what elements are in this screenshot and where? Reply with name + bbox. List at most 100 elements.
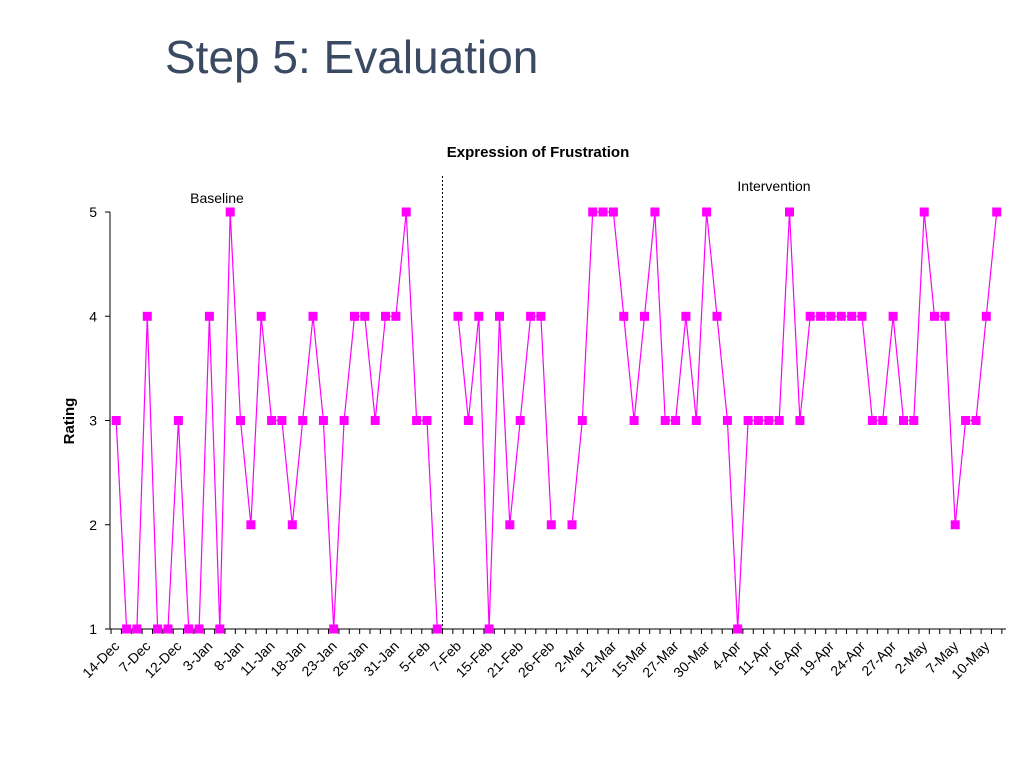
data-point-marker	[360, 311, 370, 321]
data-point-marker	[826, 311, 836, 321]
data-point-marker	[432, 624, 442, 634]
data-point-marker	[888, 311, 898, 321]
data-point-marker	[215, 624, 225, 634]
y-tick-label: 1	[89, 621, 97, 637]
data-point-marker	[722, 416, 732, 425]
series-line-segment	[115, 211, 438, 630]
data-point-marker	[981, 311, 991, 321]
data-point-marker	[857, 311, 867, 321]
data-point-marker	[350, 311, 359, 321]
data-point-marker	[298, 416, 308, 425]
data-point-marker	[950, 520, 960, 530]
data-point-marker	[774, 416, 784, 425]
data-point-marker	[329, 624, 339, 634]
axes: 1234514-Dec7-Dec12-Dec3-Jan8-Jan11-Jan18…	[79, 176, 1006, 682]
baseline-phase-label: Baseline	[190, 190, 244, 206]
data-point-marker	[381, 311, 390, 321]
data-point-marker	[308, 311, 318, 321]
data-point-marker	[318, 416, 328, 425]
data-point-marker	[836, 311, 846, 321]
data-point-marker	[733, 624, 743, 634]
data-point-marker	[588, 207, 598, 217]
data-point-marker	[453, 311, 463, 321]
data-point-marker	[847, 311, 857, 321]
x-tick-label: 2-May	[891, 638, 930, 677]
data-point-marker	[132, 624, 142, 634]
data-point-marker	[339, 416, 349, 425]
data-point-marker	[412, 416, 422, 425]
data-point-marker	[961, 416, 971, 425]
data-point-marker	[194, 624, 204, 634]
data-point-marker	[567, 520, 577, 530]
data-point-marker	[401, 207, 411, 217]
x-tick-label: 31-Jan	[360, 638, 402, 680]
data-point-marker	[671, 416, 681, 425]
y-tick-label: 2	[89, 517, 97, 533]
x-tick-label: 5-Feb	[396, 638, 433, 675]
data-point-marker	[899, 416, 908, 425]
slide-title: Step 5: Evaluation	[165, 31, 539, 83]
data-point-marker	[629, 416, 639, 425]
intervention-phase-label: Intervention	[737, 178, 810, 194]
x-tick-label: 3-Jan	[179, 638, 215, 674]
data-point-marker	[153, 624, 163, 634]
series-line-segment	[571, 211, 998, 630]
data-point-marker	[660, 416, 670, 425]
data-point-marker	[515, 416, 525, 425]
data-point-marker	[919, 207, 929, 217]
data-point-marker	[505, 520, 515, 530]
data-point-marker	[795, 416, 805, 425]
data-point-marker	[422, 416, 432, 425]
data-point-marker	[608, 207, 618, 217]
y-tick-label: 5	[89, 204, 97, 220]
data-point-marker	[287, 520, 297, 530]
data-point-marker	[546, 520, 556, 530]
y-axis-label: Rating	[61, 398, 78, 445]
data-point-marker	[702, 207, 712, 217]
data-point-marker	[391, 311, 401, 321]
data-point-marker	[370, 416, 380, 425]
data-point-marker	[526, 311, 536, 321]
data-point-marker	[236, 416, 245, 425]
data-point-marker	[785, 207, 794, 217]
series-line-segment	[457, 315, 552, 630]
data-point-marker	[267, 416, 277, 425]
data-point-marker	[163, 624, 173, 634]
data-point-marker	[111, 416, 121, 425]
data-point-marker	[474, 311, 484, 321]
data-point-marker	[930, 311, 939, 321]
data-point-marker	[971, 416, 981, 425]
data-point-marker	[142, 311, 152, 321]
data-point-marker	[536, 311, 546, 321]
data-point-marker	[712, 311, 722, 321]
data-point-marker	[691, 416, 701, 425]
data-point-marker	[805, 311, 815, 321]
data-point-marker	[577, 416, 587, 425]
data-point-marker	[184, 624, 194, 634]
data-point-marker	[867, 416, 877, 425]
data-point-marker	[681, 311, 691, 321]
data-point-marker	[463, 416, 473, 425]
data-point-marker	[816, 311, 826, 321]
data-point-marker	[878, 416, 888, 425]
data-point-marker	[484, 624, 494, 634]
data-point-marker	[204, 311, 214, 321]
data-point-marker	[743, 416, 753, 425]
data-point-marker	[764, 416, 774, 425]
data-point-marker	[753, 416, 763, 425]
data-point-marker	[256, 311, 266, 321]
data-point-marker	[909, 416, 919, 425]
data-point-marker	[246, 520, 256, 530]
data-point-marker	[992, 207, 1002, 217]
data-point-marker	[277, 416, 287, 425]
x-tick-label: 27-Apr	[858, 638, 899, 679]
data-point-marker	[173, 416, 183, 425]
data-point-marker	[122, 624, 132, 634]
chart-title: Expression of Frustration	[447, 144, 630, 161]
y-tick-label: 3	[89, 413, 97, 429]
data-point-marker	[650, 207, 660, 217]
data-point-marker	[640, 311, 649, 321]
data-point-marker	[225, 207, 235, 217]
series-group	[111, 207, 1002, 634]
